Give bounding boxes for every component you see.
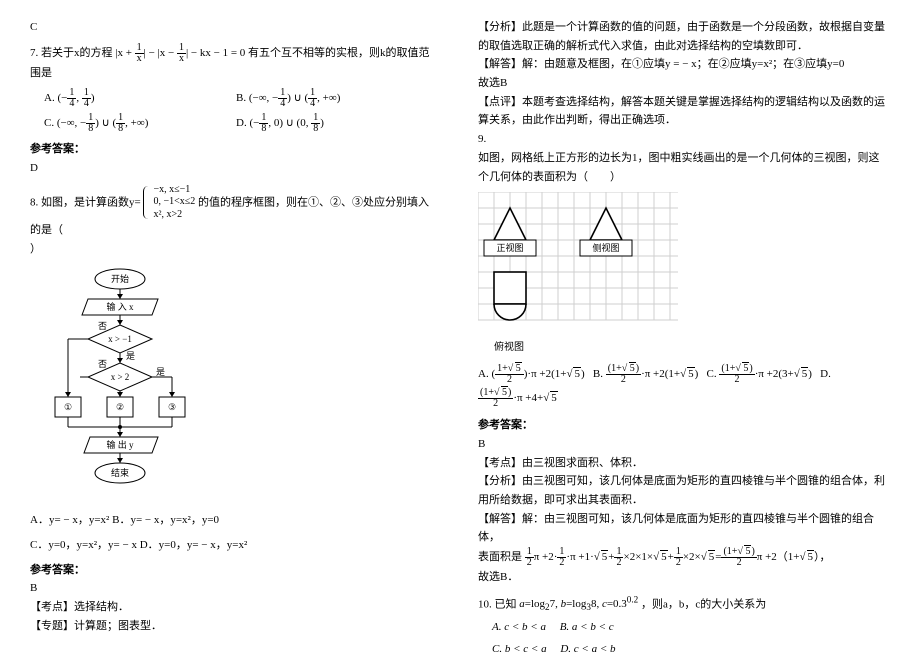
svg-text:是: 是	[126, 351, 135, 361]
piecewise-function: −x, x≤−1 0, −1<x≤2 x², x>2	[143, 184, 195, 222]
q8-stem-prefix: 8. 如图，是计算函数y=	[30, 196, 141, 208]
q9-optA-math: (1+52)·π +2(1+5)	[491, 368, 584, 380]
q9-num: 9.	[478, 130, 890, 149]
answer-letter: C	[30, 18, 438, 37]
q7-optC-math: (−∞, −18) ∪ (18, +∞)	[57, 117, 149, 129]
right-column: 【分析】此题是一个计算函数的值的问题，由于函数是一个分段函数，故根据自变量的取值…	[460, 0, 920, 651]
choose-b: 故选B	[478, 74, 890, 93]
q7-optC-letter: C.	[44, 117, 54, 129]
q9-fenxi: 【分析】由三视图可知，该几何体是底面为矩形的直四棱锥与半个圆锥的组合体，利用所给…	[478, 472, 890, 509]
q8-answer: B	[30, 579, 438, 598]
flowchart: 开始 输 入 x x > −1 否 是 x > 2 否 是	[50, 267, 438, 504]
q9-answer-label: 参考答案：	[478, 416, 890, 435]
svg-text:③: ③	[168, 402, 176, 412]
svg-text:②: ②	[116, 402, 124, 412]
q8-stem-end: ）	[30, 240, 438, 259]
q9-optD-math: (1+5)2·π +4+5	[478, 392, 558, 404]
topview-label: 俯视图	[494, 339, 890, 356]
q7-optD-math: (−18, 0) ∪ (0, 18)	[249, 117, 323, 129]
piecewise-l3: x², x>2	[153, 209, 195, 222]
q7-answer-label: 参考答案：	[30, 140, 438, 159]
q10-optB: B. a < b < c	[560, 621, 614, 633]
left-column: C 7. 若关于x的方程 |x + 1x| − |x − 1x| − kx − …	[0, 0, 460, 651]
q8-optLine1: A．y= − x，y=x² B．y= − x，y=x²，y=0	[30, 511, 438, 530]
q9-optC-pre: C.	[707, 368, 720, 380]
q8-kaodian: 【考点】选择结构．	[30, 598, 438, 617]
q7-optD-letter: D.	[236, 117, 247, 129]
svg-text:输 出 y: 输 出 y	[106, 439, 134, 450]
dianping: 【点评】本题考查选择结构，解答本题关键是掌握选择结构的逻辑结构以及函数的运算关系…	[478, 93, 890, 130]
q9-answer: B	[478, 435, 890, 454]
svg-text:是: 是	[156, 367, 165, 377]
q9-optB-pre: B.	[593, 368, 606, 380]
svg-text:开始: 开始	[111, 273, 129, 284]
q9-area-pre: 表面积是	[478, 551, 522, 563]
q8-answer-label: 参考答案：	[30, 561, 438, 580]
q7-options: A. (−14, 14) B. (−∞, −14) ∪ (14, +∞) C. …	[44, 88, 438, 134]
fenxi: 【分析】此题是一个计算函数的值的问题，由于函数是一个分段函数，故根据自变量的取值…	[478, 18, 890, 55]
q9-optD-pre: D.	[820, 368, 831, 380]
q9-kaodian: 【考点】由三视图求面积、体积．	[478, 454, 890, 473]
q7-optA-letter: A.	[44, 92, 55, 104]
q10-optA: A. c < b < a	[492, 621, 546, 633]
q9-stem: 如图，网格纸上正方形的边长为1，图中粗实线画出的是一个几何体的三视图，则这个几何…	[478, 149, 890, 186]
q8-stem: 8. 如图，是计算函数y= −x, x≤−1 0, −1<x≤2 x², x>2…	[30, 184, 438, 240]
q10-optC: C. b < c < a	[492, 643, 547, 655]
q10-stem-suf: ，则a，b，c的大小关系为	[641, 598, 766, 610]
q7-optB-letter: B.	[236, 92, 246, 104]
svg-text:正视图: 正视图	[496, 242, 523, 253]
q8-optLine2: C．y=0，y=x²，y= − x D．y=0，y= − x，y=x²	[30, 536, 438, 555]
q7-answer: D	[30, 159, 438, 178]
svg-text:结束: 结束	[111, 467, 129, 478]
q9-area: 表面积是 12π +2·12·π +1·5+12×2×1×5+12×2×5=(1…	[478, 547, 890, 568]
q8-zhuanti: 【专题】计算题；图表型．	[30, 617, 438, 636]
q9-optC-math: (1+5)2·π +2(3+5)	[719, 368, 812, 380]
three-views: 正视图 侧视图 俯视图	[478, 192, 890, 356]
q9-optB-math: (1+5)2·π +2(1+5)	[606, 368, 699, 380]
q10-stem-math: a=log27, b=log38, c=0.30.2	[519, 598, 638, 610]
svg-text:x > 2: x > 2	[111, 372, 130, 382]
svg-text:否: 否	[98, 321, 107, 331]
q10-stem-pre: 10. 已知	[478, 598, 517, 610]
q10-options: A. c < b < a B. a < b < c C. b < c < a D…	[492, 616, 890, 660]
svg-text:①: ①	[64, 402, 72, 412]
q7-stem: 7. 若关于x的方程 |x + 1x| − |x − 1x| − kx − 1 …	[30, 43, 438, 83]
q9-optA-pre: A.	[478, 368, 491, 380]
svg-text:侧视图: 侧视图	[592, 242, 619, 253]
jieda: 【解答】解：由题意及框图，在①应填y = − x；在②应填y=x²；在③应填y=…	[478, 55, 890, 74]
q9-jieda-pre: 【解答】解：由三视图可知，该几何体是底面为矩形的直四棱锥与半个圆锥的组合体，	[478, 510, 890, 547]
piecewise-l1: −x, x≤−1	[153, 184, 195, 197]
q7-optA-math: (−14, 14)	[57, 92, 94, 104]
q7-optB-math: (−∞, −14) ∪ (14, +∞)	[249, 92, 341, 104]
q10-stem: 10. 已知 a=log27, b=log38, c=0.30.2 ，则a，b，…	[478, 593, 890, 616]
piecewise-l2: 0, −1<x≤2	[153, 196, 195, 209]
q7-stem-prefix: 7. 若关于x的方程	[30, 47, 113, 59]
svg-text:否: 否	[98, 359, 107, 369]
q9-options: A. (1+52)·π +2(1+5) B. (1+5)2·π +2(1+5) …	[478, 362, 890, 410]
q7-equation: |x + 1x| − |x − 1x| − kx − 1 = 0	[115, 47, 245, 59]
q10-optD: D. c < a < b	[560, 643, 615, 655]
svg-text:x > −1: x > −1	[108, 334, 132, 344]
q9-area-math: 12π +2·12·π +1·5+12×2×1×5+12×2×5=(1+5)2π…	[525, 551, 831, 563]
q9-choose: 故选B．	[478, 568, 890, 587]
svg-text:输 入 x: 输 入 x	[106, 301, 134, 312]
